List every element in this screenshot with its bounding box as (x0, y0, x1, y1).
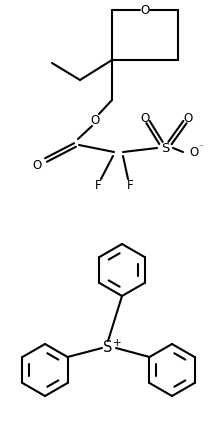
Text: O: O (189, 146, 198, 159)
Text: O: O (140, 4, 150, 16)
Text: ⁻: ⁻ (198, 143, 203, 152)
Text: F: F (95, 178, 101, 191)
Text: O: O (140, 111, 150, 124)
Text: O: O (90, 114, 100, 127)
Text: S: S (161, 142, 169, 155)
Text: O: O (183, 111, 193, 124)
Text: O: O (33, 159, 42, 171)
Text: S: S (103, 341, 113, 356)
Text: +: + (113, 338, 121, 348)
Text: F: F (127, 178, 133, 191)
